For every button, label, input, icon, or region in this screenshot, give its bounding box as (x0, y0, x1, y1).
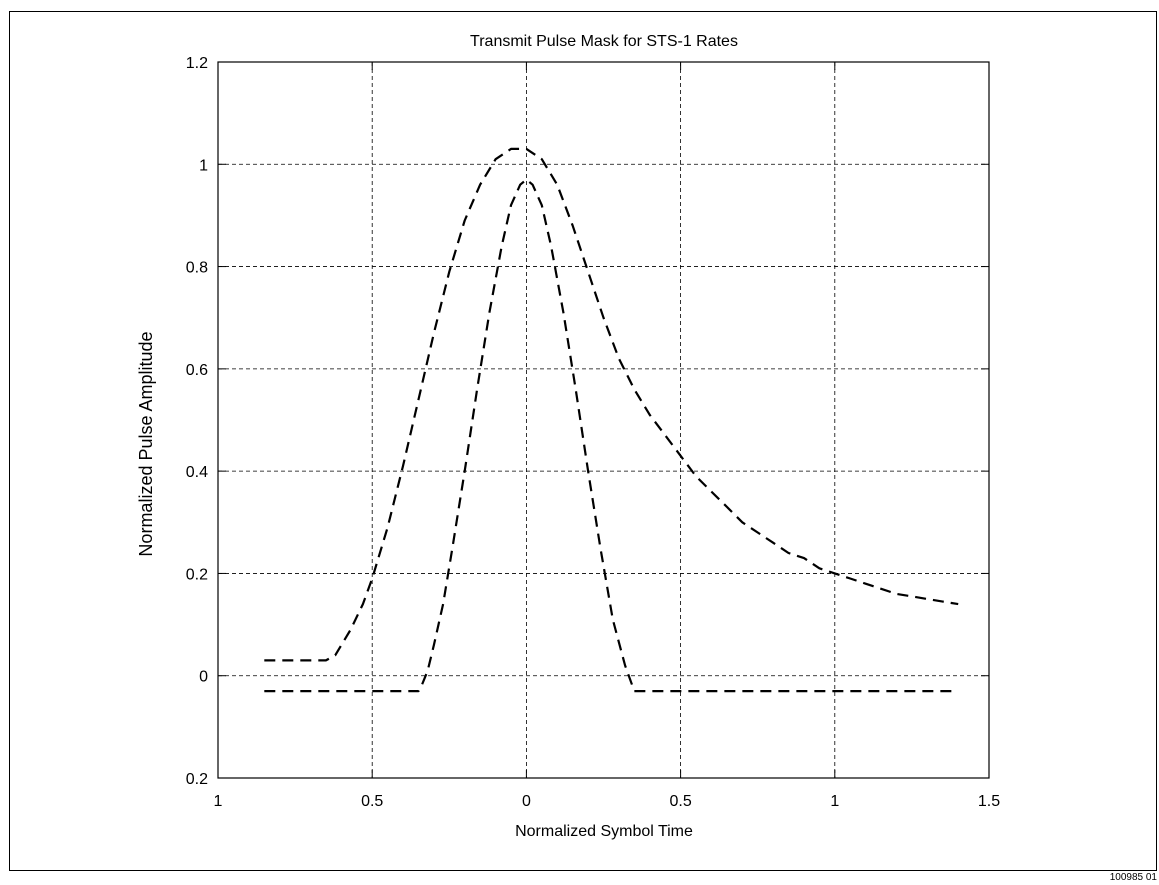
y-tick-label: 0.6 (186, 362, 208, 379)
y-tick-label: 0.2 (186, 566, 208, 583)
x-tick-label: 0 (522, 793, 531, 810)
plot-area (217, 61, 990, 779)
x-tick-label: 1.5 (978, 793, 1000, 810)
figure-id: 100985 01 (1109, 872, 1157, 883)
lower-mask-curve (264, 178, 959, 693)
y-tick-label: 0.8 (186, 260, 208, 277)
axis-ticks: 1 0.5 0 0.5 1 1.5 0.2 0 0.2 0.4 0.6 0.8 1 1.2 (186, 55, 1000, 810)
y-tick-label: 1 (199, 157, 208, 174)
series-group (264, 147, 959, 693)
x-tick-label: 0.5 (669, 793, 691, 810)
y-tick-label: 1.2 (186, 55, 208, 72)
y-tick-label: 0 (199, 669, 208, 686)
y-tick-label: 0.4 (186, 464, 208, 481)
x-axis-label: Normalized Symbol Time (515, 823, 693, 840)
figure-frame (9, 11, 1157, 871)
y-axis-label: Normalized Pulse Amplitude (136, 331, 156, 556)
y-tick-label: 0.2 (186, 771, 208, 788)
x-tick-label: 1 (830, 793, 839, 810)
x-tick-label: 0.5 (361, 793, 383, 810)
grid (218, 62, 989, 778)
chart-title: Transmit Pulse Mask for STS-1 Rates (470, 33, 738, 50)
x-tick-label: 1 (214, 793, 223, 810)
upper-mask-curve (264, 147, 959, 662)
